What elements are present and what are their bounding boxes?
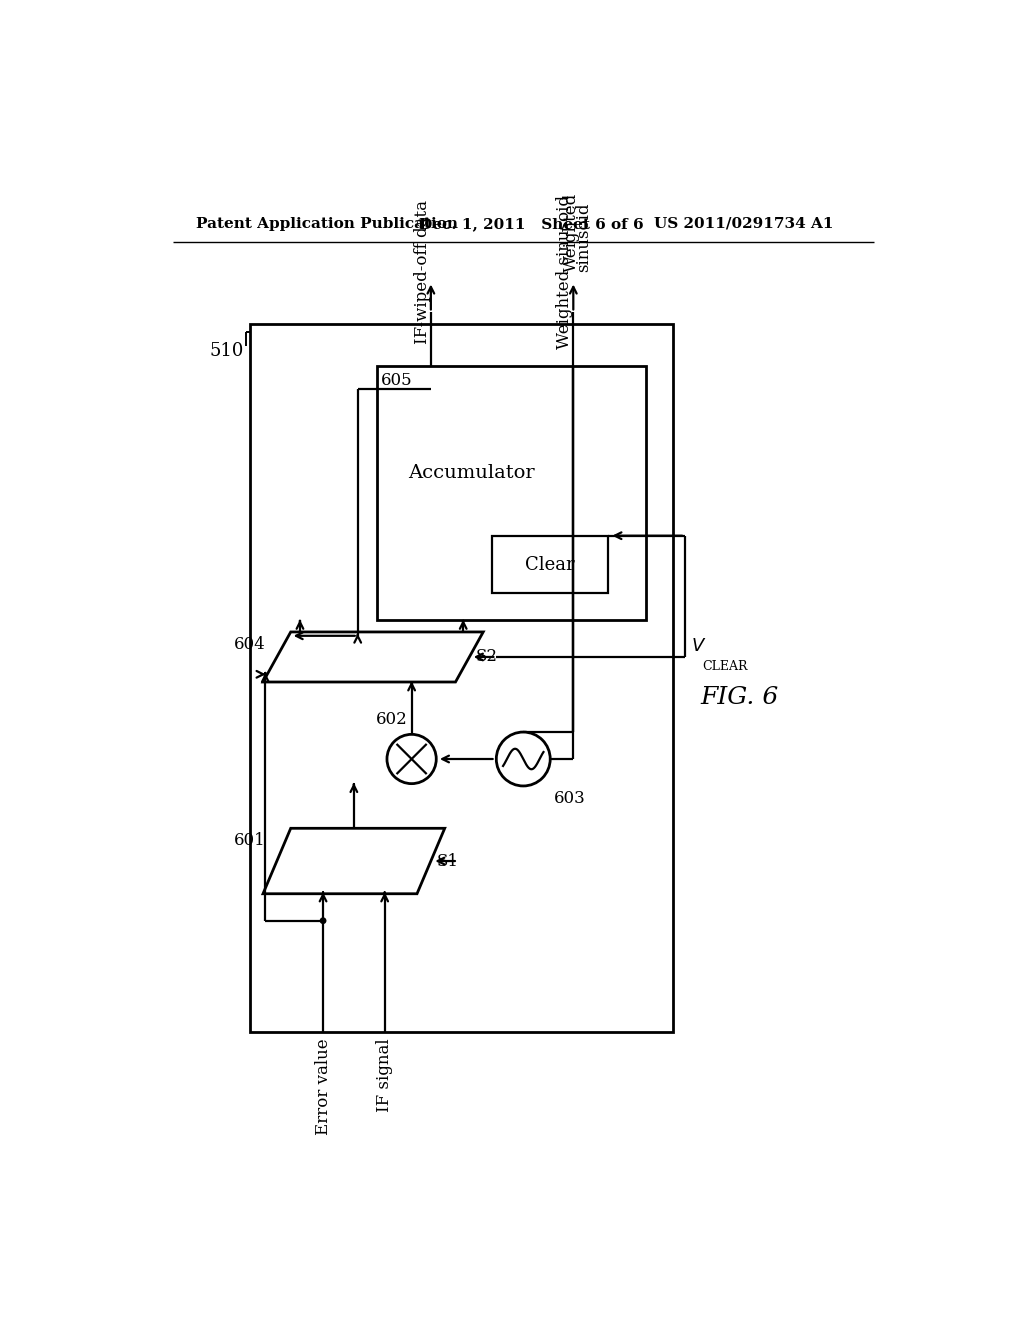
Circle shape xyxy=(387,734,436,784)
Text: IF signal: IF signal xyxy=(376,1039,393,1113)
Text: 602: 602 xyxy=(376,711,408,729)
Text: IF-wiped-off data: IF-wiped-off data xyxy=(414,201,431,345)
Text: 603: 603 xyxy=(554,789,586,807)
Text: Weighted sinusoid: Weighted sinusoid xyxy=(556,195,573,350)
Text: Clear: Clear xyxy=(525,556,575,574)
Text: 601: 601 xyxy=(233,832,265,849)
Text: $V$: $V$ xyxy=(691,638,707,656)
Text: 605: 605 xyxy=(381,372,413,388)
Text: S1: S1 xyxy=(437,853,459,870)
Text: 604: 604 xyxy=(233,636,265,653)
Text: CLEAR: CLEAR xyxy=(701,660,748,673)
Text: Patent Application Publication: Patent Application Publication xyxy=(196,216,458,231)
Circle shape xyxy=(321,917,326,924)
Text: US 2011/0291734 A1: US 2011/0291734 A1 xyxy=(654,216,834,231)
Circle shape xyxy=(497,733,550,785)
Text: Dec. 1, 2011   Sheet 6 of 6: Dec. 1, 2011 Sheet 6 of 6 xyxy=(419,216,644,231)
Polygon shape xyxy=(263,829,444,894)
Text: sinusoid: sinusoid xyxy=(575,203,593,272)
Bar xyxy=(493,536,608,594)
Text: Weighted: Weighted xyxy=(563,193,581,272)
Text: 510: 510 xyxy=(209,342,244,360)
Bar xyxy=(377,367,646,620)
Text: Error value: Error value xyxy=(314,1039,332,1135)
Text: Accumulator: Accumulator xyxy=(408,465,535,482)
Bar xyxy=(250,323,674,1032)
Polygon shape xyxy=(263,632,483,682)
Text: FIG. 6: FIG. 6 xyxy=(700,686,778,709)
Text: S2: S2 xyxy=(475,648,498,665)
